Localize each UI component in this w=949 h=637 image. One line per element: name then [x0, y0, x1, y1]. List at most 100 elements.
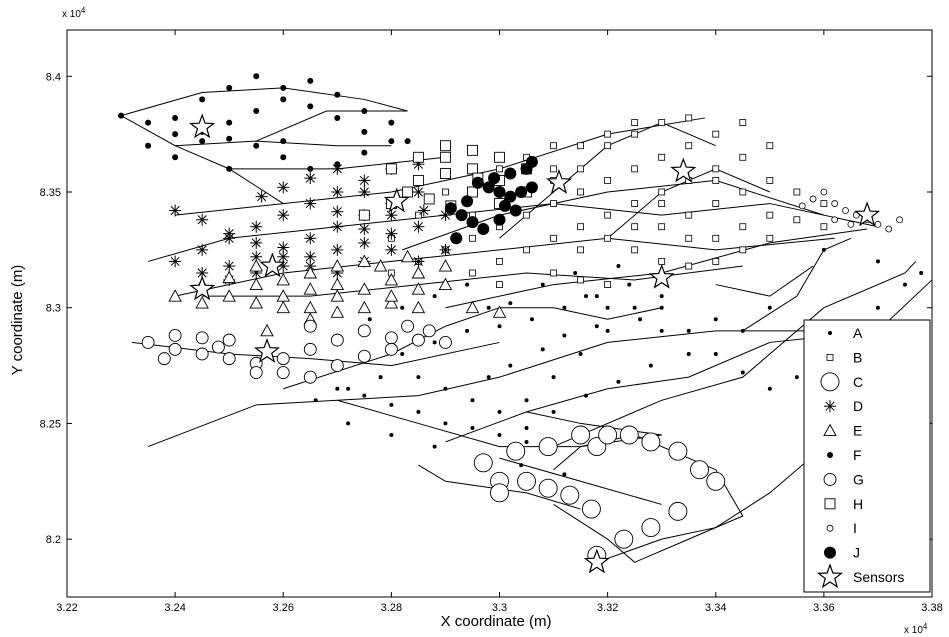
- point-f: [361, 108, 368, 114]
- point-sensors: [583, 548, 610, 574]
- point-i: [831, 216, 839, 224]
- pipe-line: [147, 203, 879, 262]
- point-a: [767, 305, 772, 310]
- pipe-line: [553, 434, 744, 563]
- point-f: [280, 138, 287, 145]
- legend-marker-i: [826, 524, 834, 532]
- point-b: [604, 177, 612, 184]
- point-b: [685, 262, 693, 270]
- point-e: [222, 270, 236, 284]
- pipe-line: [175, 237, 835, 297]
- point-a: [627, 282, 632, 287]
- legend-entry: C: [820, 372, 863, 392]
- legend-entry: D: [824, 398, 863, 414]
- point-d: [385, 227, 398, 240]
- point-c: [690, 460, 709, 480]
- point-a: [524, 439, 529, 444]
- point-g: [157, 352, 171, 366]
- point-a: [486, 375, 491, 380]
- point-f: [307, 103, 314, 110]
- point-b: [577, 188, 584, 196]
- legend-label: F: [853, 447, 862, 463]
- point-j: [482, 181, 495, 194]
- series-a: [281, 247, 924, 477]
- point-a: [794, 375, 799, 380]
- point-d: [385, 209, 398, 222]
- point-a: [902, 282, 907, 287]
- point-b: [739, 119, 747, 126]
- point-b: [442, 188, 449, 196]
- pipe-line: [120, 115, 392, 147]
- point-j: [450, 232, 463, 245]
- point-a: [686, 352, 691, 356]
- point-a: [767, 386, 772, 391]
- point-g: [276, 352, 290, 366]
- point-sensors: [545, 168, 573, 194]
- point-f: [404, 138, 411, 145]
- point-d: [277, 181, 290, 194]
- x-tick-label: 3.24: [164, 602, 185, 614]
- point-a: [594, 324, 599, 329]
- legend-label: H: [853, 496, 863, 512]
- point-a: [470, 426, 475, 431]
- point-c: [619, 425, 639, 445]
- point-a: [389, 433, 394, 437]
- series-i: [798, 188, 903, 233]
- point-f: [199, 96, 206, 103]
- point-b: [550, 269, 557, 277]
- point-f: [172, 114, 179, 121]
- point-a: [551, 409, 556, 414]
- point-f: [145, 142, 152, 149]
- point-a: [378, 375, 383, 380]
- x-axis-ticks: 3.22 3.24 3.26 3.28 3.3 3.32 3.34 3.36 3.38: [56, 30, 943, 614]
- point-a: [616, 379, 621, 384]
- point-j: [493, 213, 506, 226]
- legend-label: J: [853, 545, 860, 561]
- y-axis-ticks: 8.2 8.25 8.3 8.35 8.4: [40, 71, 932, 546]
- point-d: [385, 243, 398, 256]
- legend-label: E: [853, 423, 862, 439]
- point-i: [847, 220, 855, 228]
- point-b: [550, 200, 557, 207]
- point-d: [331, 243, 344, 256]
- point-j: [498, 199, 511, 212]
- point-a: [400, 352, 405, 356]
- point-e: [357, 254, 372, 267]
- point-a: [605, 328, 610, 333]
- point-e: [276, 300, 291, 314]
- point-f: [226, 135, 233, 142]
- point-g: [222, 333, 236, 347]
- point-g: [303, 342, 317, 356]
- point-sensors: [383, 187, 410, 213]
- pipe-line: [131, 341, 500, 367]
- point-a: [367, 317, 372, 322]
- point-a: [508, 301, 513, 306]
- pipe-line: [402, 179, 825, 251]
- point-b: [685, 114, 693, 122]
- point-b: [523, 211, 530, 219]
- point-b: [550, 234, 557, 242]
- point-i: [842, 207, 849, 214]
- legend-entry: G: [823, 471, 864, 487]
- point-f: [280, 84, 287, 91]
- point-c: [587, 437, 607, 457]
- point-a: [432, 294, 437, 299]
- point-d: [331, 205, 344, 218]
- point-b: [658, 200, 666, 207]
- point-e: [260, 323, 274, 337]
- point-g: [357, 324, 371, 338]
- x-tick-label: 3.34: [705, 602, 726, 614]
- point-f: [388, 119, 395, 126]
- point-a: [443, 386, 448, 391]
- legend-label: A: [853, 325, 863, 341]
- point-d: [304, 250, 317, 263]
- legend-label: G: [853, 471, 864, 487]
- point-f: [334, 91, 341, 98]
- legend-marker-g: [823, 472, 837, 486]
- point-h: [402, 186, 414, 198]
- point-c: [581, 499, 601, 519]
- point-d: [196, 213, 209, 226]
- point-g: [303, 319, 317, 333]
- point-g: [357, 349, 371, 363]
